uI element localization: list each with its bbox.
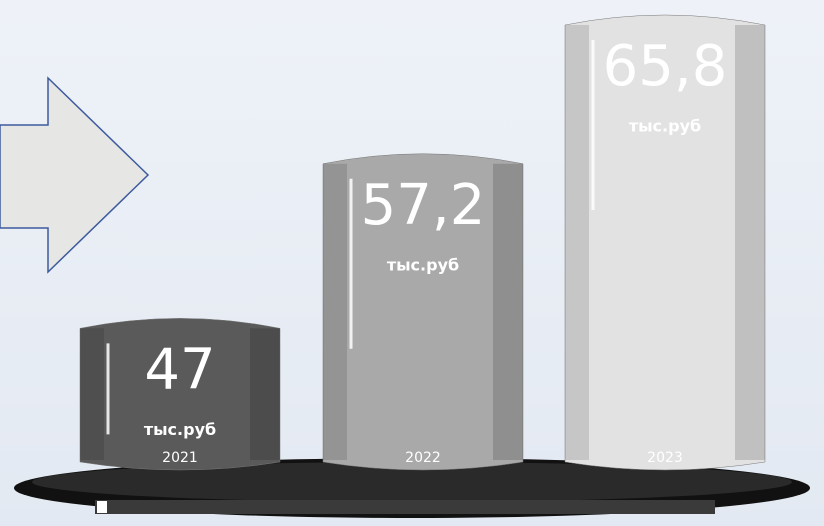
unit-label: тыс.руб — [144, 420, 216, 439]
bar-shade — [565, 25, 589, 460]
bar-shade — [735, 25, 765, 460]
unit-label: тыс.руб — [387, 255, 459, 274]
x-tick-label: 2021 — [162, 450, 198, 466]
unit-label: тыс.руб — [629, 117, 701, 136]
bar-shade — [493, 164, 523, 460]
chart: 47 тыс.руб 2021 57,2 тыс.руб 2022 65,8 тыс.руб 2… — [0, 0, 824, 526]
bar-shade — [323, 164, 347, 460]
value-label: 47 — [144, 337, 215, 402]
x-tick-label: 2023 — [647, 450, 683, 466]
value-label: 57,2 — [361, 173, 486, 238]
value-label: 65,8 — [603, 34, 728, 99]
x-tick-label: 2022 — [405, 450, 441, 466]
bar-shade — [250, 328, 280, 460]
bar-shade — [80, 328, 104, 460]
platform-edge — [95, 500, 715, 514]
platform-light — [97, 501, 107, 513]
page: {"chart_data": {"type": "cylinder", "cat… — [0, 0, 824, 526]
